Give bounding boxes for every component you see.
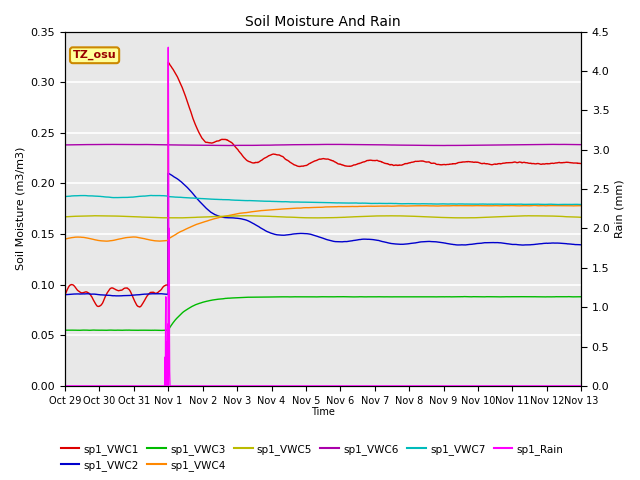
sp1_Rain [164, 45, 172, 50]
sp1_VWC5 [409, 214, 417, 219]
sp1_Rain [332, 383, 340, 389]
Line: sp1_Rain: sp1_Rain [65, 48, 581, 386]
sp1_VWC3 [409, 294, 417, 300]
sp1_VWC7 [90, 193, 97, 199]
sp1_VWC3 [332, 294, 340, 300]
sp1_VWC3 [249, 294, 257, 300]
sp1_VWC6 [249, 143, 257, 148]
sp1_Rain [249, 383, 257, 389]
sp1_VWC3 [61, 327, 69, 333]
sp1_VWC3 [73, 327, 81, 333]
sp1_VWC7 [577, 202, 585, 207]
sp1_VWC5 [313, 215, 321, 221]
sp1_VWC7 [249, 198, 257, 204]
sp1_VWC1 [164, 60, 172, 65]
Line: sp1_VWC3: sp1_VWC3 [65, 297, 581, 330]
sp1_VWC1 [61, 292, 69, 298]
sp1_VWC5 [241, 213, 249, 218]
sp1_VWC2 [250, 221, 257, 227]
sp1_VWC2 [333, 239, 340, 245]
sp1_VWC3 [157, 327, 165, 333]
Text: TZ_osu: TZ_osu [73, 50, 116, 60]
sp1_VWC1 [250, 160, 257, 166]
sp1_VWC7 [409, 201, 417, 206]
sp1_Rain [73, 383, 81, 389]
sp1_Rain [61, 383, 69, 389]
sp1_VWC4 [102, 238, 110, 244]
Line: sp1_VWC7: sp1_VWC7 [65, 195, 581, 204]
Line: sp1_VWC5: sp1_VWC5 [65, 216, 581, 218]
sp1_VWC5 [195, 214, 203, 220]
sp1_VWC7 [61, 193, 69, 199]
sp1_VWC4 [73, 234, 81, 240]
sp1_Rain [409, 383, 417, 389]
sp1_VWC5 [73, 213, 81, 219]
sp1_VWC5 [61, 214, 69, 220]
sp1_VWC6 [73, 142, 81, 148]
sp1_VWC1 [90, 298, 97, 303]
sp1_VWC4 [249, 209, 257, 215]
sp1_VWC6 [332, 142, 340, 147]
sp1_VWC7 [552, 202, 560, 207]
sp1_VWC5 [90, 213, 97, 219]
Line: sp1_VWC1: sp1_VWC1 [65, 62, 581, 307]
sp1_VWC6 [547, 142, 555, 147]
sp1_VWC2 [164, 170, 172, 176]
Legend: sp1_VWC1, sp1_VWC2, sp1_VWC3, sp1_VWC4, sp1_VWC5, sp1_VWC6, sp1_VWC7, sp1_Rain: sp1_VWC1, sp1_VWC2, sp1_VWC3, sp1_VWC4, … [56, 439, 568, 475]
sp1_VWC1 [333, 160, 340, 166]
sp1_VWC7 [147, 192, 155, 198]
sp1_VWC2 [90, 291, 97, 297]
sp1_VWC1 [409, 159, 417, 165]
Line: sp1_VWC2: sp1_VWC2 [65, 173, 581, 296]
sp1_VWC4 [332, 204, 340, 210]
sp1_VWC2 [577, 242, 585, 248]
sp1_VWC2 [61, 292, 69, 298]
sp1_VWC1 [196, 131, 204, 136]
sp1_VWC6 [90, 142, 97, 147]
sp1_VWC6 [409, 143, 417, 148]
sp1_VWC7 [332, 200, 340, 206]
sp1_VWC6 [577, 142, 585, 147]
sp1_VWC2 [196, 198, 204, 204]
sp1_VWC4 [531, 203, 539, 208]
Line: sp1_VWC6: sp1_VWC6 [65, 144, 581, 145]
sp1_VWC4 [195, 221, 203, 227]
sp1_VWC4 [61, 236, 69, 242]
sp1_VWC3 [577, 294, 585, 300]
sp1_VWC3 [90, 327, 97, 333]
sp1_VWC5 [249, 213, 257, 219]
sp1_VWC6 [195, 143, 203, 148]
sp1_VWC5 [333, 215, 340, 220]
sp1_VWC2 [409, 240, 417, 246]
sp1_VWC6 [61, 142, 69, 148]
sp1_Rain [195, 383, 203, 389]
sp1_VWC1 [136, 304, 143, 310]
Y-axis label: Rain (mm): Rain (mm) [615, 180, 625, 238]
Line: sp1_VWC4: sp1_VWC4 [65, 205, 581, 241]
sp1_VWC7 [195, 195, 203, 201]
sp1_Rain [90, 383, 97, 389]
sp1_VWC2 [112, 293, 120, 299]
sp1_VWC6 [223, 143, 231, 148]
Title: Soil Moisture And Rain: Soil Moisture And Rain [245, 15, 401, 29]
sp1_VWC4 [409, 203, 417, 209]
sp1_VWC4 [577, 203, 585, 208]
sp1_VWC3 [195, 300, 203, 306]
sp1_VWC7 [73, 193, 81, 199]
sp1_Rain [577, 383, 585, 389]
sp1_VWC1 [577, 161, 585, 167]
X-axis label: Time: Time [311, 407, 335, 417]
sp1_VWC1 [73, 287, 81, 292]
sp1_VWC2 [73, 291, 81, 297]
sp1_VWC4 [90, 237, 97, 242]
sp1_VWC5 [577, 215, 585, 220]
sp1_VWC3 [460, 294, 468, 300]
Y-axis label: Soil Moisture (m3/m3): Soil Moisture (m3/m3) [15, 147, 25, 270]
